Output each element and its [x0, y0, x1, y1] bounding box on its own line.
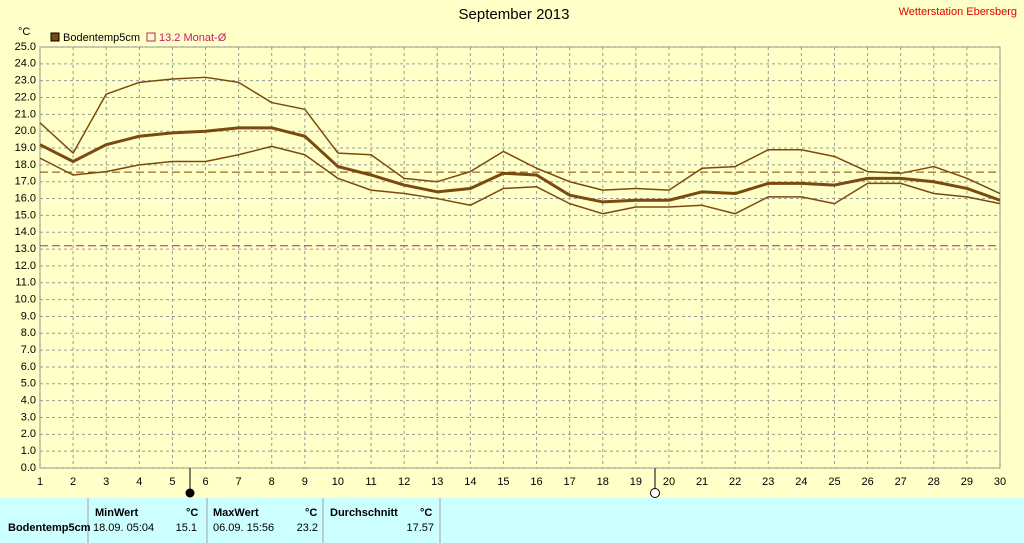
- y-tick-label: 13.0: [15, 243, 36, 255]
- y-tick-label: 8.0: [21, 327, 36, 339]
- stats-header: Durchschnitt: [330, 507, 398, 519]
- x-tick-label: 10: [332, 476, 344, 488]
- x-tick-label: 9: [302, 476, 308, 488]
- y-tick-label: 16.0: [15, 192, 36, 204]
- y-tick-label: 19.0: [15, 142, 36, 154]
- legend-swatch: [146, 32, 156, 42]
- series-line: [39, 126, 1001, 204]
- x-tick-label: 25: [828, 476, 840, 488]
- chart-title: September 2013: [459, 6, 570, 23]
- x-tick-label: 15: [497, 476, 509, 488]
- y-tick-label: 11.0: [15, 277, 36, 289]
- x-tick-label: 16: [530, 476, 542, 488]
- y-tick-label: 12.0: [15, 260, 36, 272]
- max-value: 23.2: [297, 522, 318, 534]
- x-tick-label: 14: [464, 476, 476, 488]
- x-tick-label: 3: [103, 476, 109, 488]
- full-moon-icon: [650, 488, 660, 498]
- stats-header: °C: [420, 507, 432, 519]
- x-tick-label: 11: [365, 476, 376, 488]
- stats-panel: [0, 498, 1024, 543]
- y-tick-label: 9.0: [21, 310, 36, 322]
- legend-swatch: [50, 32, 60, 42]
- y-tick-label: 0.0: [21, 462, 36, 474]
- x-tick-label: 5: [169, 476, 175, 488]
- x-tick-label: 21: [696, 476, 708, 488]
- series-line: [39, 145, 1001, 215]
- min-value: 15.1: [176, 522, 197, 534]
- station-name: Wetterstation Ebersberg: [899, 6, 1017, 18]
- y-tick-label: 23.0: [15, 75, 36, 87]
- stats-header: MinWert: [95, 507, 139, 519]
- y-tick-label: 14.0: [15, 226, 36, 238]
- y-tick-label: 1.0: [21, 445, 36, 457]
- x-tick-label: 24: [795, 476, 807, 488]
- y-unit: °C: [18, 26, 30, 38]
- legend-label: Bodentemp5cm: [63, 32, 140, 44]
- y-tick-label: 20.0: [15, 125, 36, 137]
- y-tick-label: 5.0: [21, 378, 36, 390]
- y-tick-label: 7.0: [21, 344, 36, 356]
- y-tick-label: 10.0: [15, 294, 36, 306]
- y-tick-label: 15.0: [15, 209, 36, 221]
- y-tick-label: 17.0: [15, 176, 36, 188]
- stats-header: °C: [305, 507, 317, 519]
- x-tick-label: 2: [70, 476, 76, 488]
- x-tick-label: 20: [663, 476, 675, 488]
- y-tick-label: 24.0: [15, 58, 36, 70]
- y-tick-label: 25.0: [15, 41, 36, 53]
- y-tick-label: 21.0: [15, 108, 36, 120]
- x-tick-label: 27: [895, 476, 907, 488]
- x-tick-label: 22: [729, 476, 741, 488]
- x-tick-label: 18: [597, 476, 609, 488]
- x-tick-label: 23: [762, 476, 774, 488]
- x-tick-label: 26: [861, 476, 873, 488]
- x-tick-label: 17: [564, 476, 576, 488]
- y-tick-label: 2.0: [21, 428, 36, 440]
- y-tick-label: 22.0: [15, 91, 36, 103]
- x-tick-label: 19: [630, 476, 642, 488]
- y-tick-label: 3.0: [21, 411, 36, 423]
- x-tick-label: 1: [37, 476, 43, 488]
- new-moon-icon: [185, 488, 195, 498]
- x-tick-label: 7: [236, 476, 242, 488]
- x-tick-label: 30: [994, 476, 1006, 488]
- y-tick-label: 6.0: [21, 361, 36, 373]
- x-tick-label: 29: [961, 476, 973, 488]
- y-tick-label: 4.0: [21, 395, 36, 407]
- x-tick-label: 13: [431, 476, 443, 488]
- stats-header: °C: [186, 507, 198, 519]
- series-line: [39, 76, 1001, 195]
- stats-header: MaxWert: [213, 507, 259, 519]
- stats-dividers: [87, 498, 441, 543]
- x-tick-label: 4: [136, 476, 142, 488]
- y-tick-label: 18.0: [15, 159, 36, 171]
- avg-value: 17.57: [406, 522, 434, 534]
- x-tick-label: 8: [269, 476, 275, 488]
- x-tick-label: 28: [928, 476, 940, 488]
- x-tick-label: 6: [202, 476, 208, 488]
- stats-row-name: Bodentemp5cm: [8, 522, 91, 534]
- legend-label: 13.2 Monat-Ø: [159, 32, 227, 44]
- x-tick-label: 12: [398, 476, 410, 488]
- min-time: 18.09. 05:04: [93, 522, 154, 534]
- max-time: 06.09. 15:56: [213, 522, 274, 534]
